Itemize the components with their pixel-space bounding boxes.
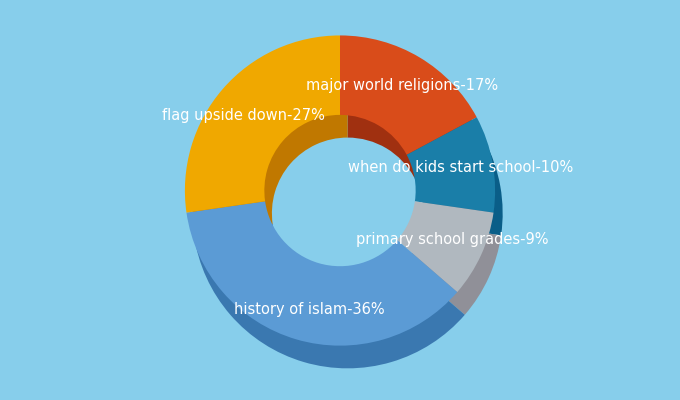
Text: when do kids start school-10%: when do kids start school-10% — [347, 160, 573, 175]
Wedge shape — [185, 36, 340, 213]
Text: history of islam-36%: history of islam-36% — [234, 302, 385, 317]
Wedge shape — [192, 58, 347, 235]
Text: primary school grades-9%: primary school grades-9% — [356, 232, 549, 247]
Wedge shape — [405, 224, 501, 315]
Wedge shape — [347, 58, 484, 178]
Wedge shape — [407, 117, 495, 213]
Wedge shape — [186, 201, 457, 346]
Wedge shape — [397, 201, 494, 292]
Wedge shape — [194, 224, 465, 368]
Wedge shape — [340, 36, 477, 155]
Wedge shape — [414, 140, 503, 235]
Text: flag upside down-27%: flag upside down-27% — [162, 108, 324, 123]
Text: major world religions-17%: major world religions-17% — [306, 78, 498, 92]
